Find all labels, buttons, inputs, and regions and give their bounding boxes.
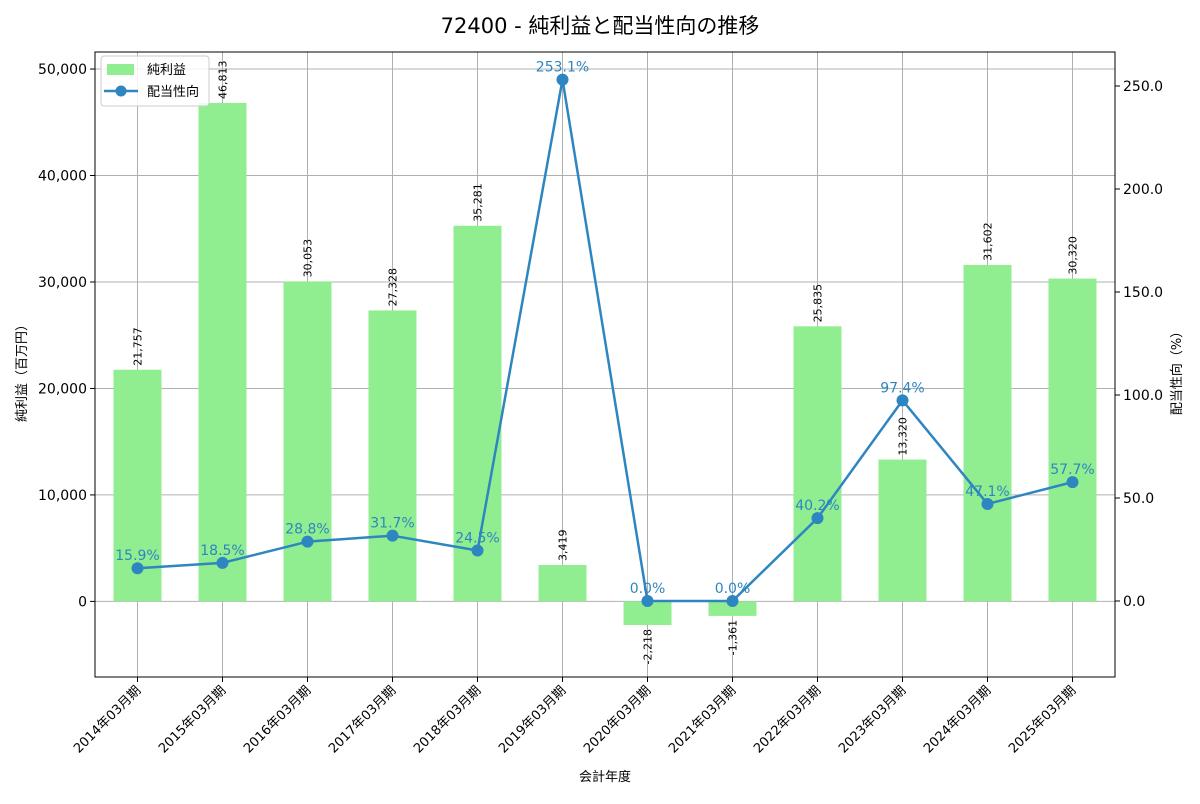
right-axis-label: 配当性向（%） — [1169, 325, 1185, 415]
bar-series-net-income — [113, 102, 1097, 626]
payout-ratio-label: 0.0% — [630, 581, 666, 597]
x-tick-label: 2020年03月期 — [581, 683, 654, 756]
payout-ratio-label: 28.8% — [285, 522, 329, 538]
bar — [368, 310, 417, 602]
x-tick-label: 2025年03月期 — [1006, 683, 1079, 756]
payout-ratio-label: 0.0% — [715, 581, 751, 597]
payout-ratio-label: 47.1% — [965, 484, 1009, 500]
left-tick-label: 40,000 — [38, 169, 87, 185]
payout-ratio-label: 57.7% — [1050, 462, 1094, 478]
data-point-marker — [981, 497, 994, 510]
data-point-marker — [386, 529, 399, 542]
legend: 純利益 配当性向 — [100, 55, 210, 107]
bar-value-label: 3,419 — [557, 530, 570, 562]
left-tick-label: 20,000 — [38, 381, 87, 397]
data-point-marker — [471, 544, 484, 557]
left-tick-label: 0 — [78, 594, 87, 610]
bar-value-label: 25,835 — [812, 284, 825, 323]
data-point-marker — [216, 556, 229, 569]
line-series-payout-ratio — [131, 73, 1079, 607]
payout-ratio-line — [137, 78, 1073, 603]
data-point-marker — [641, 594, 654, 607]
bar — [453, 225, 502, 602]
x-axis-label: 会計年度 — [579, 769, 631, 785]
x-tick-label: 2018年03月期 — [411, 683, 484, 756]
bar — [198, 102, 247, 602]
x-tick-label: 2016年03月期 — [241, 683, 314, 756]
left-axis-label: 純利益（百万円） — [15, 318, 30, 422]
data-point-marker — [1066, 476, 1079, 489]
left-tick-label: 10,000 — [38, 488, 87, 504]
legend-bar-swatch-icon — [107, 64, 134, 75]
bar-value-label: 30,320 — [1067, 236, 1080, 275]
bar-value-label: 27,328 — [387, 268, 400, 307]
bar-value-label: 30,053 — [302, 239, 315, 278]
bar — [708, 601, 757, 616]
bar-value-label: 13,320 — [897, 417, 910, 456]
chart-title: 72400 - 純利益と配当性向の推移 — [441, 14, 760, 38]
payout-ratio-label: 253.1% — [536, 60, 589, 76]
right-tick-label: 150.0 — [1123, 285, 1163, 301]
bar-value-label: 31,602 — [982, 222, 995, 261]
bar-value-label: -2,218 — [642, 629, 655, 664]
payout-ratio-label: 24.5% — [455, 531, 499, 547]
data-point-marker — [896, 394, 909, 407]
bar-value-labels: 21,757 46,813 30,053 27,328 35,281 3,419 -2,21… — [132, 60, 1080, 664]
legend-marker-icon — [115, 85, 127, 97]
bar — [963, 264, 1012, 602]
x-tick-label: 2021年03月期 — [666, 683, 739, 756]
left-tick-label: 30,000 — [38, 275, 87, 291]
x-tick-label: 2017年03月期 — [326, 683, 399, 756]
x-tick-label: 2019年03月期 — [496, 683, 569, 756]
bar-value-label: 46,813 — [217, 60, 230, 99]
left-y-axis: 0 10,000 20,000 30,000 40,000 50,000 — [38, 62, 95, 610]
bar — [1048, 278, 1097, 602]
bar-value-label: -1,361 — [727, 620, 740, 655]
bar-value-label: 35,281 — [472, 183, 485, 222]
data-point-marker — [726, 594, 739, 607]
data-point-marker — [301, 535, 314, 548]
bar — [283, 281, 332, 602]
payout-ratio-label: 40.2% — [795, 498, 839, 514]
right-tick-label: 50.0 — [1123, 491, 1154, 507]
payout-ratio-label: 97.4% — [880, 380, 924, 396]
data-point-marker — [131, 562, 144, 575]
right-tick-label: 100.0 — [1123, 388, 1163, 404]
line-value-labels: 15.9% 18.5% 28.8% 31.7% 24.5% 253.1% 0.0% 0.0% 4… — [115, 60, 1094, 597]
plot-frame — [94, 51, 1116, 678]
bar — [538, 565, 587, 602]
right-tick-label: 200.0 — [1123, 182, 1163, 198]
right-y-axis: 0.0 50.0 100.0 150.0 200.0 250.0 — [1115, 79, 1163, 610]
x-tick-label: 2024年03月期 — [921, 683, 994, 756]
x-axis: 2014年03月期 2015年03月期 2016年03月期 2017年03月期 2018… — [71, 677, 1079, 757]
payout-ratio-label: 18.5% — [200, 543, 244, 559]
payout-ratio-label: 31.7% — [370, 516, 414, 532]
x-tick-label: 2023年03月期 — [836, 683, 909, 756]
right-tick-label: 250.0 — [1123, 79, 1163, 95]
x-tick-label: 2014年03月期 — [71, 683, 144, 756]
data-point-marker — [811, 512, 824, 525]
legend-label-net-income: 純利益 — [147, 63, 186, 78]
bar — [878, 459, 927, 602]
left-tick-label: 50,000 — [38, 62, 87, 78]
bar — [793, 326, 842, 602]
legend-label-payout-ratio: 配当性向 — [147, 84, 199, 100]
data-point-marker — [556, 73, 569, 86]
x-tick-label: 2015年03月期 — [156, 683, 229, 756]
bar-value-label: 21,757 — [132, 327, 145, 366]
right-tick-label: 0.0 — [1123, 594, 1145, 610]
payout-ratio-label: 15.9% — [115, 548, 159, 564]
gridlines — [95, 52, 1115, 677]
bar — [623, 601, 672, 626]
x-tick-label: 2022年03月期 — [751, 683, 824, 756]
